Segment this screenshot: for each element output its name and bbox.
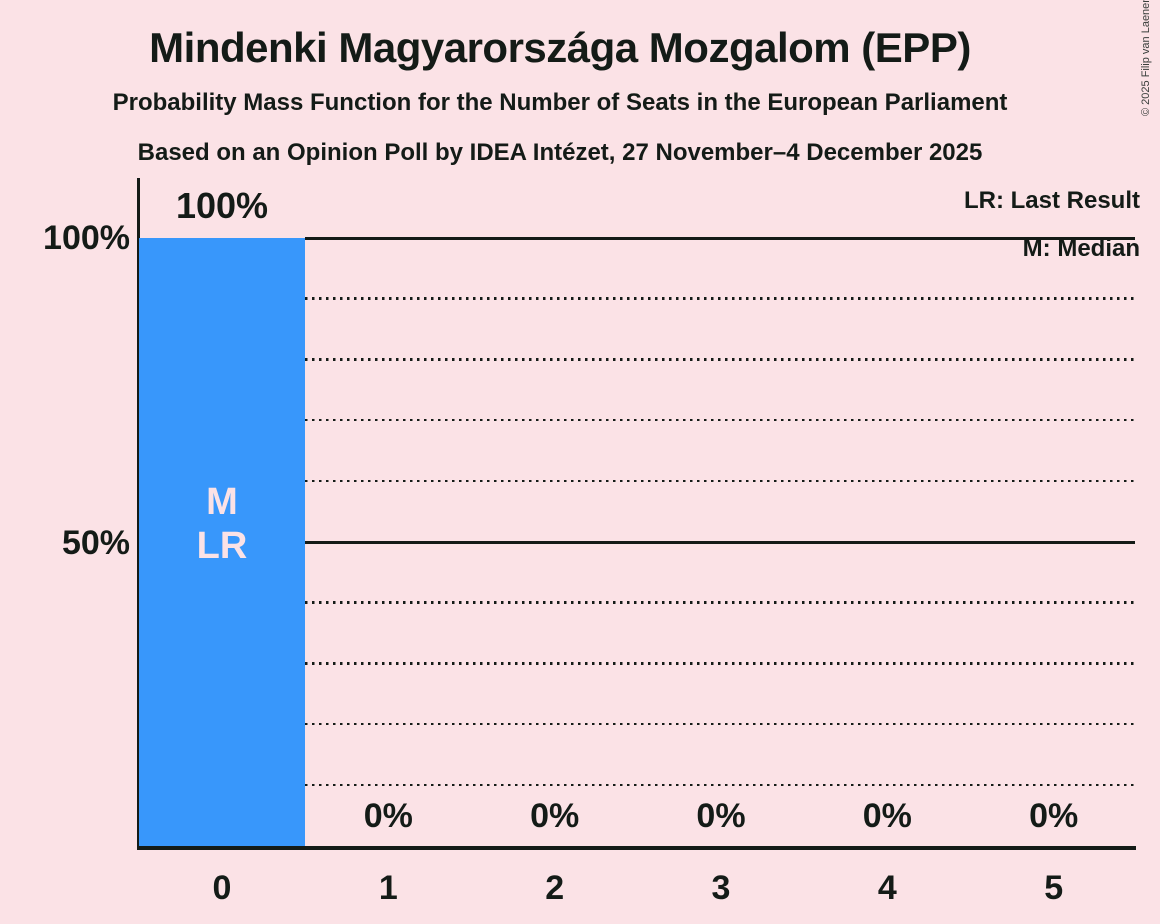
- chart-title: Mindenki Magyarországa Mozgalom (EPP): [149, 24, 971, 71]
- chart-subtitle: Probability Mass Function for the Number…: [112, 89, 1008, 116]
- y-tick-label-100: 100%: [43, 219, 130, 257]
- plot-area: [139, 236, 1135, 846]
- bar-value-label-seat-3: 0%: [696, 797, 746, 835]
- x-tick-label-0: 0: [212, 869, 232, 907]
- gridline-40pct: [305, 601, 1135, 604]
- gridline-10pct: [305, 783, 1135, 787]
- x-axis-line: [137, 846, 1136, 850]
- x-tick-label-5: 5: [1044, 869, 1064, 907]
- gridline-60pct: [305, 479, 1135, 483]
- legend-median: M: Median: [1022, 235, 1140, 262]
- gridline-20pct: [305, 722, 1135, 726]
- x-tick-label-2: 2: [545, 869, 565, 907]
- bar-value-label-seat-4: 0%: [862, 797, 912, 835]
- bar-annotation-median-lastresult: M LR: [139, 480, 305, 568]
- gridline-80pct: [305, 358, 1135, 361]
- x-tick-label-1: 1: [378, 869, 398, 907]
- x-tick-label-3: 3: [711, 869, 731, 907]
- bar-seat-0: [139, 238, 305, 846]
- chart-source-line: Based on an Opinion Poll by IDEA Intézet…: [137, 139, 983, 166]
- bar-value-label-seat-5: 0%: [1029, 797, 1079, 835]
- bar-value-label-seat-1: 0%: [363, 797, 413, 835]
- gridline-50pct: [305, 540, 1135, 544]
- gridline-100pct: [305, 236, 1135, 240]
- last-result-marker: LR: [196, 525, 248, 567]
- median-marker: M: [206, 481, 238, 523]
- bar-value-label-seat-0: 100%: [175, 185, 269, 226]
- gridline-30pct: [305, 662, 1135, 665]
- legend-last-result: LR: Last Result: [963, 187, 1140, 214]
- gridline-70pct: [305, 418, 1135, 422]
- y-tick-label-50: 50%: [61, 524, 130, 562]
- x-tick-label-4: 4: [877, 869, 897, 907]
- gridline-90pct: [305, 297, 1135, 300]
- y-axis-line: [137, 178, 140, 848]
- bar-value-label-seat-2: 0%: [530, 797, 580, 835]
- copyright-notice: © 2025 Filip van Laenen: [1140, 0, 1152, 116]
